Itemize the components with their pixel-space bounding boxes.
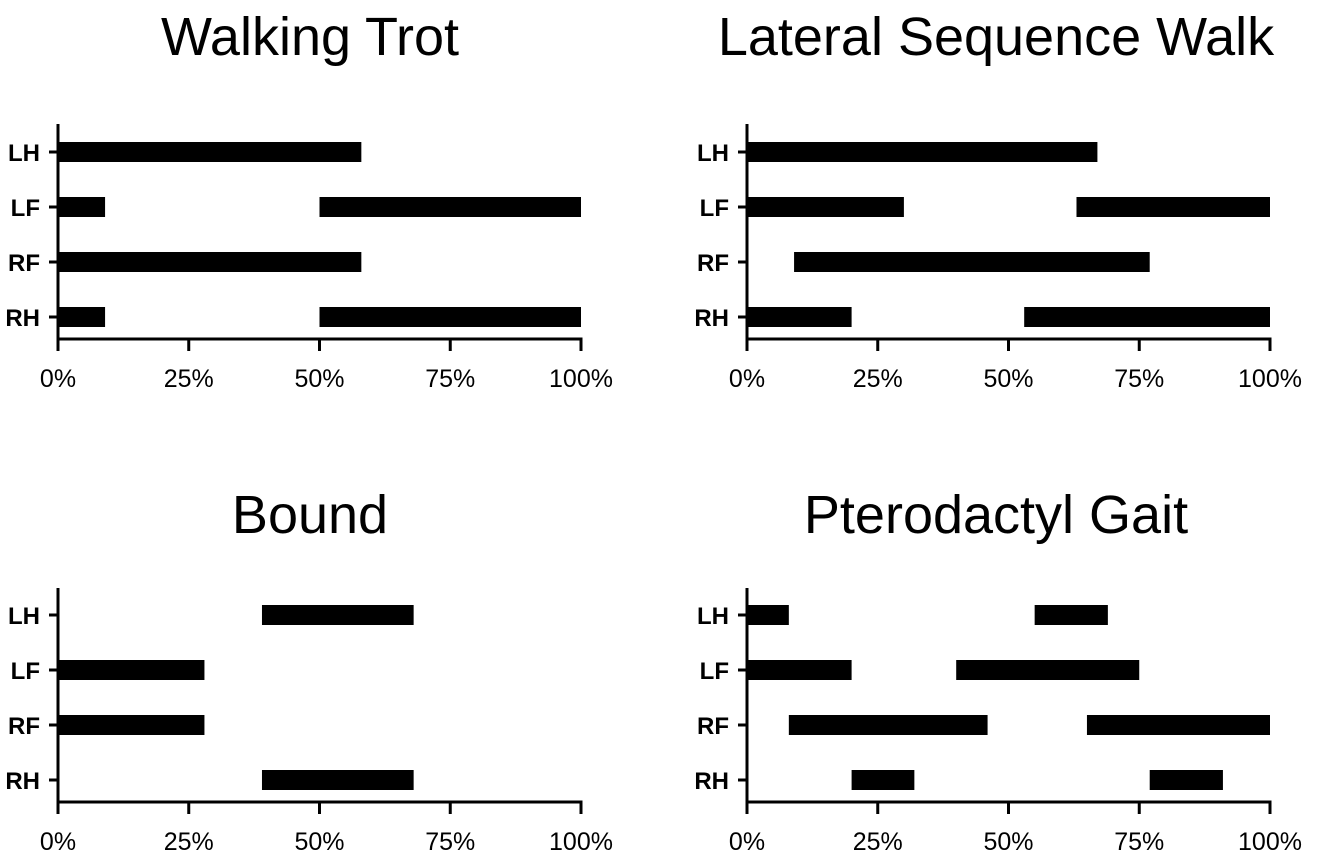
category-label: RF: [8, 250, 40, 277]
category-label: LF: [11, 195, 40, 222]
category-label: LH: [697, 603, 729, 630]
x-tick-label: 25%: [164, 365, 214, 393]
x-tick-label: 75%: [1114, 365, 1164, 393]
x-tick-label: 50%: [983, 828, 1033, 856]
chart-title: Bound: [231, 485, 389, 545]
chart-plot: 0% 25% 50% 75% 100% LH LF RF RH: [694, 124, 1302, 393]
category-label: RF: [697, 250, 729, 277]
category-label: LH: [8, 603, 40, 630]
bar: [319, 197, 581, 217]
bar: [1034, 605, 1108, 625]
bar: [1076, 197, 1270, 217]
bar: [747, 605, 789, 625]
x-tick-label: 25%: [853, 828, 903, 856]
x-tick-label: 75%: [425, 365, 475, 393]
bar: [58, 307, 106, 327]
bar: [788, 715, 988, 735]
category-label: LF: [700, 658, 729, 685]
x-tick-label: 75%: [1114, 828, 1164, 856]
chart-title: Walking Trot: [160, 7, 460, 67]
chart-plot: 0% 25% 50% 75% 100% LH LF RF RH: [5, 124, 613, 393]
bar: [261, 770, 414, 790]
bar: [319, 307, 581, 327]
category-label: LF: [700, 195, 729, 222]
bar: [747, 660, 852, 680]
bar: [58, 715, 205, 735]
bar: [58, 142, 362, 162]
chart-pterodactyl-gait: Pterodactyl Gait 0% 25% 50% 75% 100% LH LF RF RH: [690, 464, 1318, 858]
x-tick-label: 100%: [549, 828, 613, 856]
bar: [747, 307, 852, 327]
chart-title: Pterodactyl Gait: [803, 485, 1189, 545]
x-tick-label: 0%: [40, 828, 76, 856]
bar: [747, 142, 1098, 162]
x-tick-label: 25%: [853, 365, 903, 393]
chart-title: Lateral Sequence Walk: [717, 7, 1275, 67]
bar: [794, 252, 1150, 272]
bar: [747, 197, 904, 217]
x-tick-label: 50%: [294, 365, 344, 393]
category-label: LH: [8, 140, 40, 167]
x-tick-label: 100%: [1238, 365, 1302, 393]
x-tick-label: 0%: [729, 365, 765, 393]
chart-lateral-sequence-walk: Lateral Sequence Walk 0% 25% 50% 75% 100% LH L…: [690, 0, 1318, 420]
x-tick-label: 25%: [164, 828, 214, 856]
bar: [1086, 715, 1270, 735]
bar: [58, 252, 362, 272]
bar: [956, 660, 1140, 680]
bar: [261, 605, 414, 625]
category-label: RF: [8, 713, 40, 740]
x-tick-label: 0%: [729, 828, 765, 856]
category-label: LH: [697, 140, 729, 167]
bar: [58, 660, 205, 680]
chart-plot: 0% 25% 50% 75% 100% LH LF RF RH: [694, 588, 1302, 856]
category-label: RH: [694, 768, 729, 795]
chart-walking-trot: Walking Trot 0% 25% 50% 75% 100% LH LF RF RH: [0, 0, 640, 420]
chart-bound: Bound 0% 25% 50% 75% 100% LH LF RF RH: [0, 464, 640, 858]
category-label: RF: [697, 713, 729, 740]
category-label: RH: [5, 768, 40, 795]
x-tick-label: 100%: [1238, 828, 1302, 856]
x-tick-label: 100%: [549, 365, 613, 393]
bar: [1024, 307, 1270, 327]
x-tick-label: 75%: [425, 828, 475, 856]
category-label: LF: [11, 658, 40, 685]
bar: [58, 197, 106, 217]
bar: [851, 770, 915, 790]
chart-plot: 0% 25% 50% 75% 100% LH LF RF RH: [5, 588, 613, 856]
x-tick-label: 50%: [983, 365, 1033, 393]
bar: [1149, 770, 1223, 790]
x-tick-label: 50%: [294, 828, 344, 856]
category-label: RH: [5, 305, 40, 332]
category-label: RH: [694, 305, 729, 332]
x-tick-label: 0%: [40, 365, 76, 393]
